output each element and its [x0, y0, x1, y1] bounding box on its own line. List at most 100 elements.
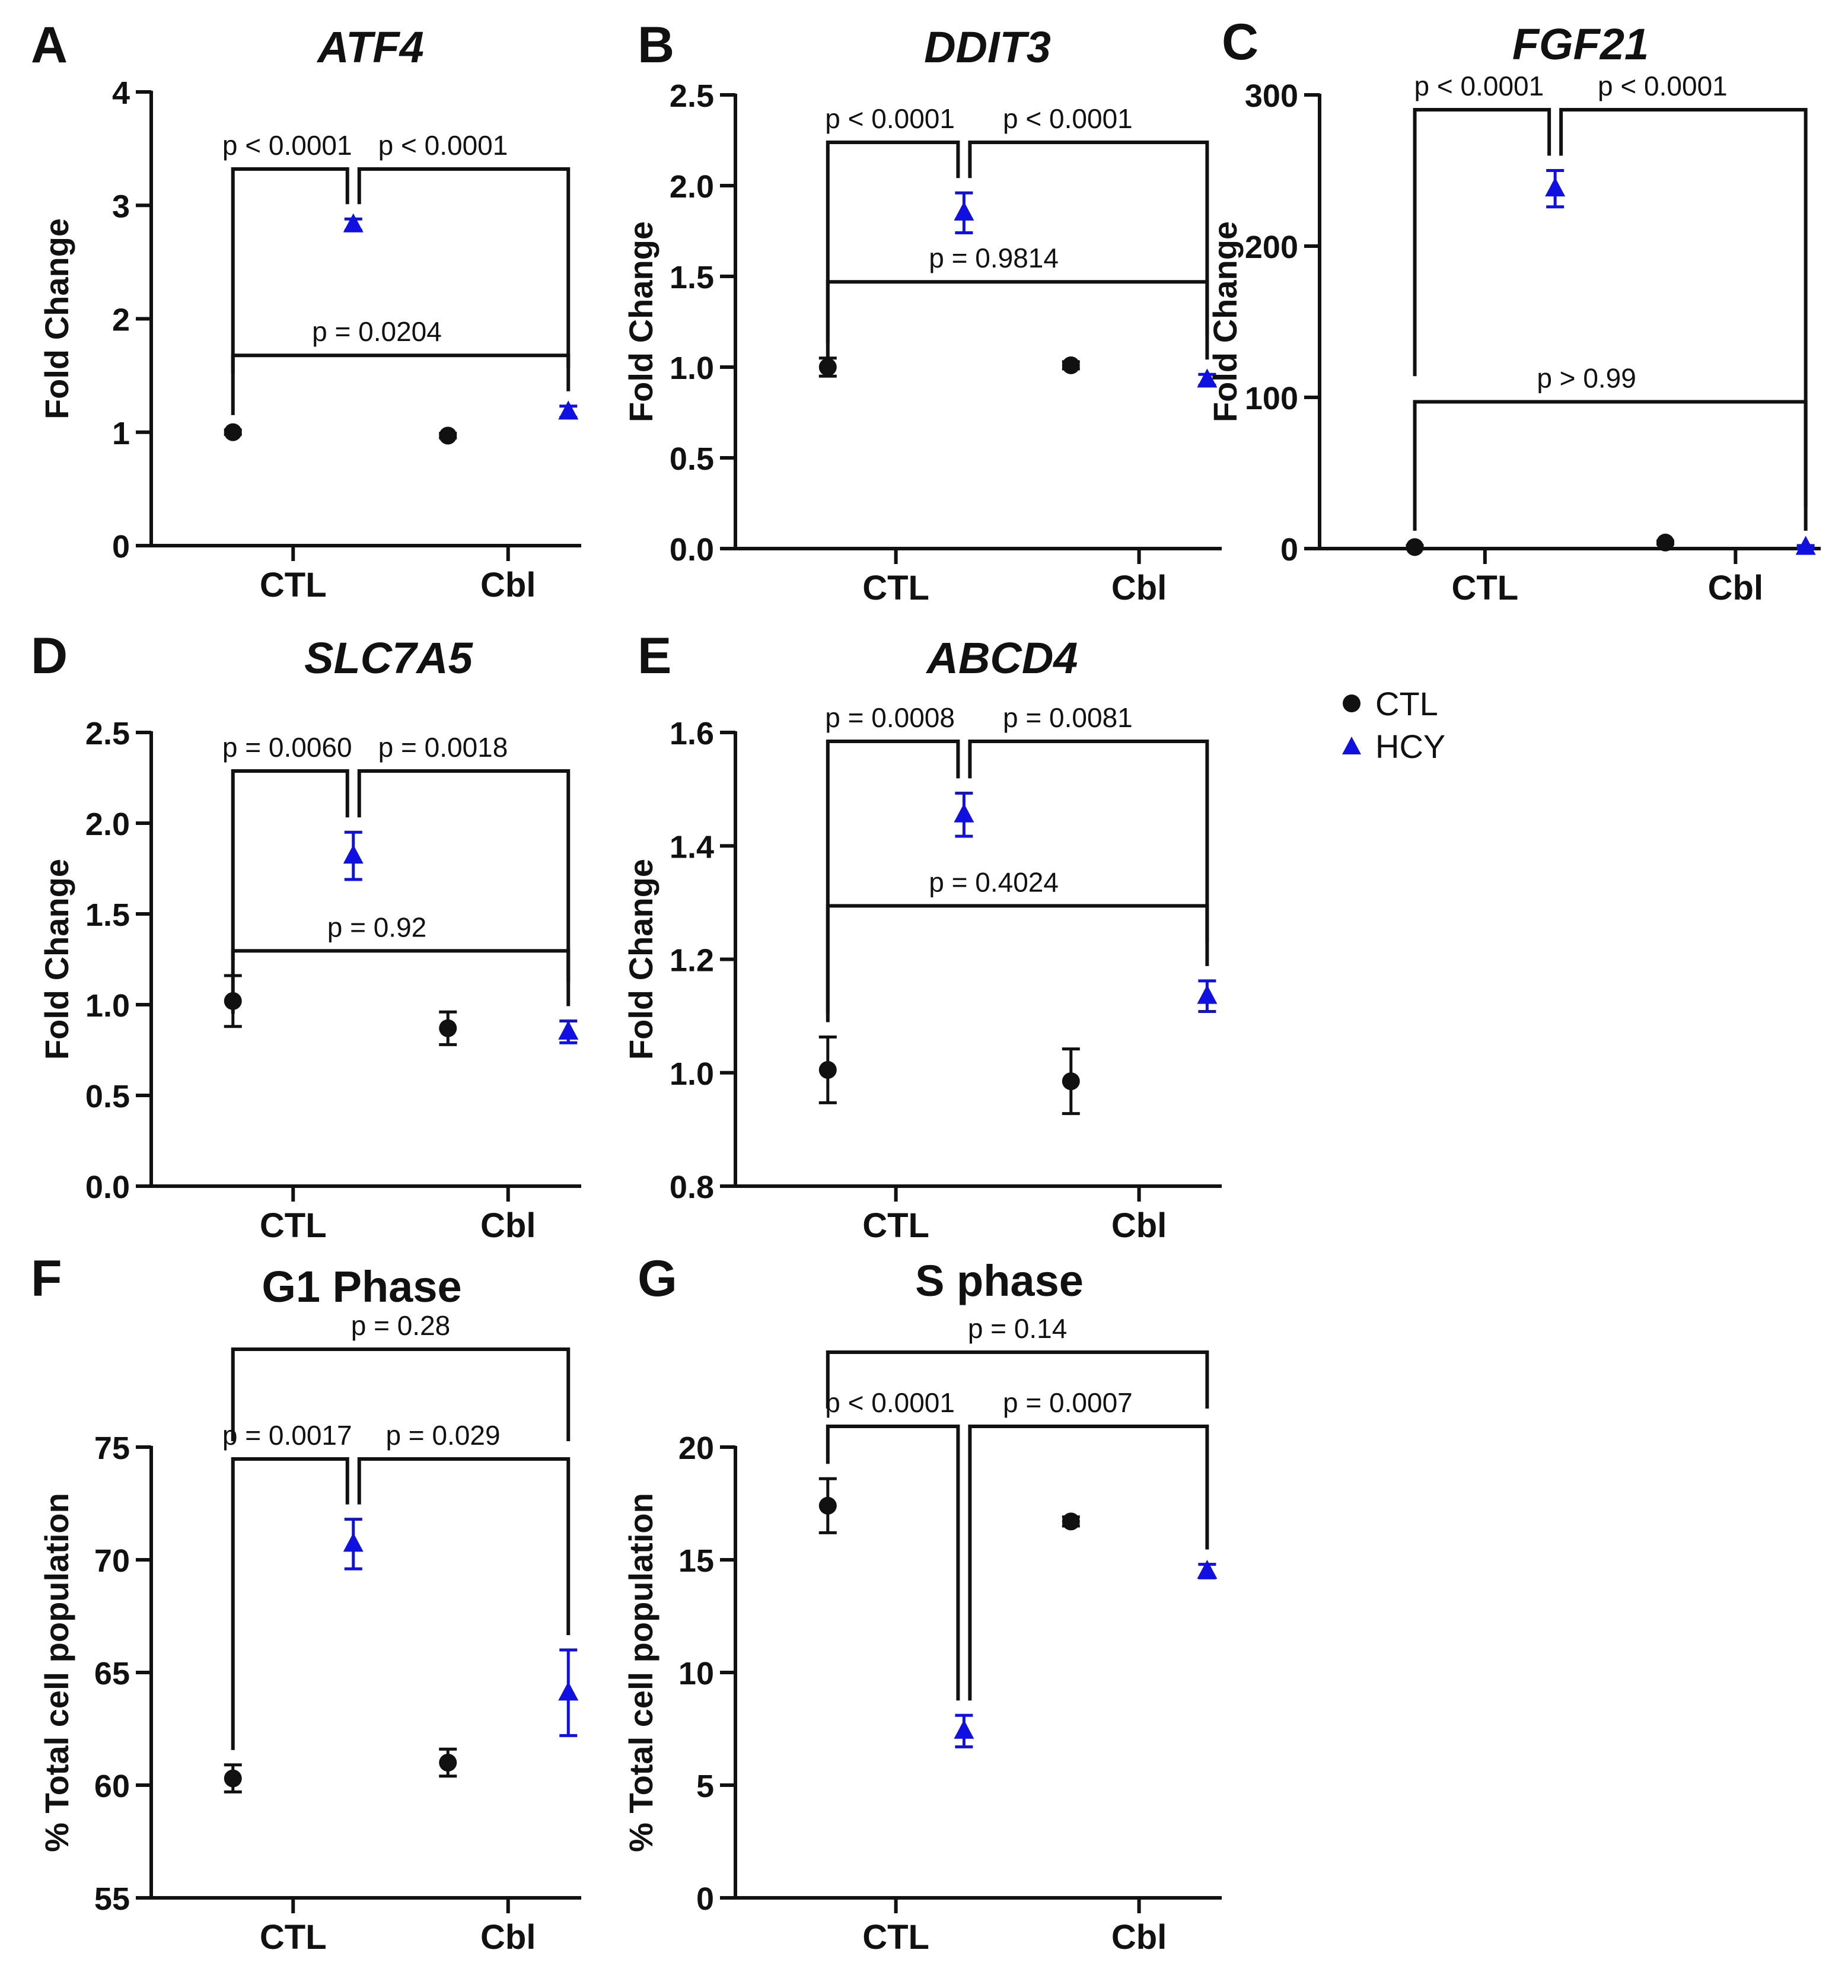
x-tick-label: CTL [862, 1918, 929, 1957]
significance-bracket [357, 769, 571, 983]
panel-letter: D [31, 627, 68, 684]
y-tick-label: 100 [1245, 381, 1298, 416]
y-tick-label: 70 [94, 1543, 130, 1579]
chart-panel-e: E ABCD4 0.8 1.0 1.2 1.4 1.6 CTL Cbl Fold Change p … [622, 627, 1222, 1245]
y-axis-label: % Total cell population [38, 1493, 75, 1852]
data-point-hcy [343, 1533, 364, 1552]
significance-bracket [231, 1457, 349, 1750]
y-tick-label: 0 [112, 529, 130, 565]
y-tick-label: 1.5 [670, 260, 714, 295]
y-tick-label: 1.2 [670, 943, 714, 979]
y-tick-label: 20 [678, 1431, 714, 1466]
x-tick-label: CTL [260, 1206, 327, 1245]
chart-panel-f: F G1 Phase 55 60 65 70 75 CTL Cbl % Total cell po… [31, 1250, 581, 1957]
panel-letter: F [31, 1250, 62, 1307]
data-point-hcy [1545, 177, 1566, 197]
p-value-label: p < 0.0001 [825, 1387, 955, 1418]
y-tick-label: 3 [112, 189, 130, 224]
p-value-label: p = 0.0007 [1003, 1387, 1133, 1418]
legend: CTL HCY [1337, 682, 1445, 767]
y-tick-label: 1.6 [670, 716, 714, 751]
significance-bracket [826, 141, 960, 377]
x-tick-label: Cbl [1111, 569, 1167, 607]
data-point-hcy [954, 201, 974, 221]
legend-label-ctl: CTL [1375, 684, 1438, 722]
y-tick-label: 60 [94, 1769, 130, 1804]
p-value-label: p > 0.99 [1537, 363, 1636, 394]
x-tick-label: CTL [260, 1918, 327, 1957]
y-tick-label: 10 [678, 1656, 714, 1691]
legend-circle-icon [1343, 694, 1360, 712]
significance-bracket [968, 141, 1209, 336]
significance-bracket [826, 904, 1209, 1022]
panel-letter: G [638, 1250, 677, 1307]
significance-bracket [968, 1425, 1209, 1701]
chart-panel-g: G S phase 0 5 10 15 20 CTL Cbl % Total cell popul… [622, 1250, 1222, 1957]
y-tick-label: 1.0 [85, 988, 130, 1024]
chart-title: SLC7A5 [304, 633, 474, 683]
y-tick-label: 300 [1245, 78, 1298, 114]
data-point-hcy [343, 845, 364, 864]
significance-bracket [357, 1457, 571, 1635]
data-point-ctl [1062, 356, 1080, 374]
significance-bracket [826, 1425, 960, 1701]
legend-label-hcy: HCY [1375, 727, 1446, 765]
significance-bracket [357, 167, 571, 368]
y-tick-label: 2 [112, 302, 130, 338]
x-tick-label: CTL [862, 569, 929, 607]
p-value-label: p = 0.28 [351, 1310, 451, 1341]
significance-bracket [231, 353, 571, 415]
x-tick-label: Cbl [480, 1206, 536, 1245]
y-tick-label: 2.5 [670, 78, 714, 114]
significance-bracket [231, 949, 571, 1006]
y-tick-label: 0 [1280, 532, 1298, 568]
p-value-label: p < 0.0001 [1414, 71, 1544, 101]
y-tick-label: 1.5 [85, 897, 130, 933]
x-tick-label: CTL [260, 566, 327, 604]
p-value-label: p = 0.0060 [222, 732, 352, 763]
data-point-ctl [818, 1060, 837, 1079]
x-tick-label: Cbl [1111, 1206, 1167, 1245]
x-tick-label: CTL [862, 1206, 929, 1245]
data-point-hcy [1197, 1560, 1218, 1579]
p-value-label: p < 0.0001 [1598, 71, 1728, 101]
y-tick-label: 65 [94, 1656, 130, 1691]
significance-bracket [231, 1347, 571, 1441]
p-value-label: p < 0.0001 [222, 130, 352, 161]
panel-letter: E [638, 627, 671, 684]
p-value-label: p < 0.0001 [825, 103, 955, 134]
y-axis-label: Fold Change [1206, 221, 1244, 422]
y-tick-label: 4 [112, 75, 130, 111]
chart-panel-d: D SLC7A5 0.0 0.5 1.0 1.5 2.0 2.5 CTL Cbl Fold Chan… [31, 627, 581, 1245]
legend-item-ctl: CTL [1337, 682, 1445, 725]
data-point-hcy [558, 1681, 579, 1701]
significance-bracket [968, 740, 1209, 942]
y-tick-label: 1.4 [670, 829, 714, 865]
y-tick-label: 0.5 [85, 1079, 130, 1114]
chart-panel-b: B DDIT3 0.0 0.5 1.0 1.5 2.0 2.5 CTL Cbl Fold Chang… [622, 17, 1222, 607]
data-point-ctl [818, 1496, 837, 1515]
y-tick-label: 15 [678, 1543, 714, 1579]
x-tick-label: Cbl [480, 1918, 536, 1957]
p-value-label: p = 0.0204 [312, 316, 442, 347]
data-point-hcy [558, 400, 579, 420]
y-axis-label: % Total cell population [622, 1493, 659, 1852]
y-tick-label: 200 [1245, 230, 1298, 265]
y-axis-label: Fold Change [622, 859, 659, 1060]
significance-bracket [231, 167, 349, 374]
data-point-hcy [1197, 985, 1218, 1004]
y-tick-label: 2.0 [85, 807, 130, 842]
significance-bracket [826, 280, 1209, 360]
y-tick-label: 0.8 [670, 1170, 714, 1205]
chart-title: FGF21 [1512, 20, 1649, 69]
data-point-hcy [343, 213, 364, 232]
chart-title: G1 Phase [262, 1262, 461, 1311]
p-value-label: p = 0.4024 [929, 866, 1059, 897]
data-point-ctl [1062, 1512, 1080, 1531]
data-point-ctl [1062, 1072, 1080, 1091]
p-value-label: p = 0.9814 [929, 243, 1059, 273]
x-tick-label: Cbl [1708, 569, 1763, 607]
y-tick-label: 0.0 [85, 1170, 130, 1205]
data-point-ctl [439, 1754, 457, 1772]
